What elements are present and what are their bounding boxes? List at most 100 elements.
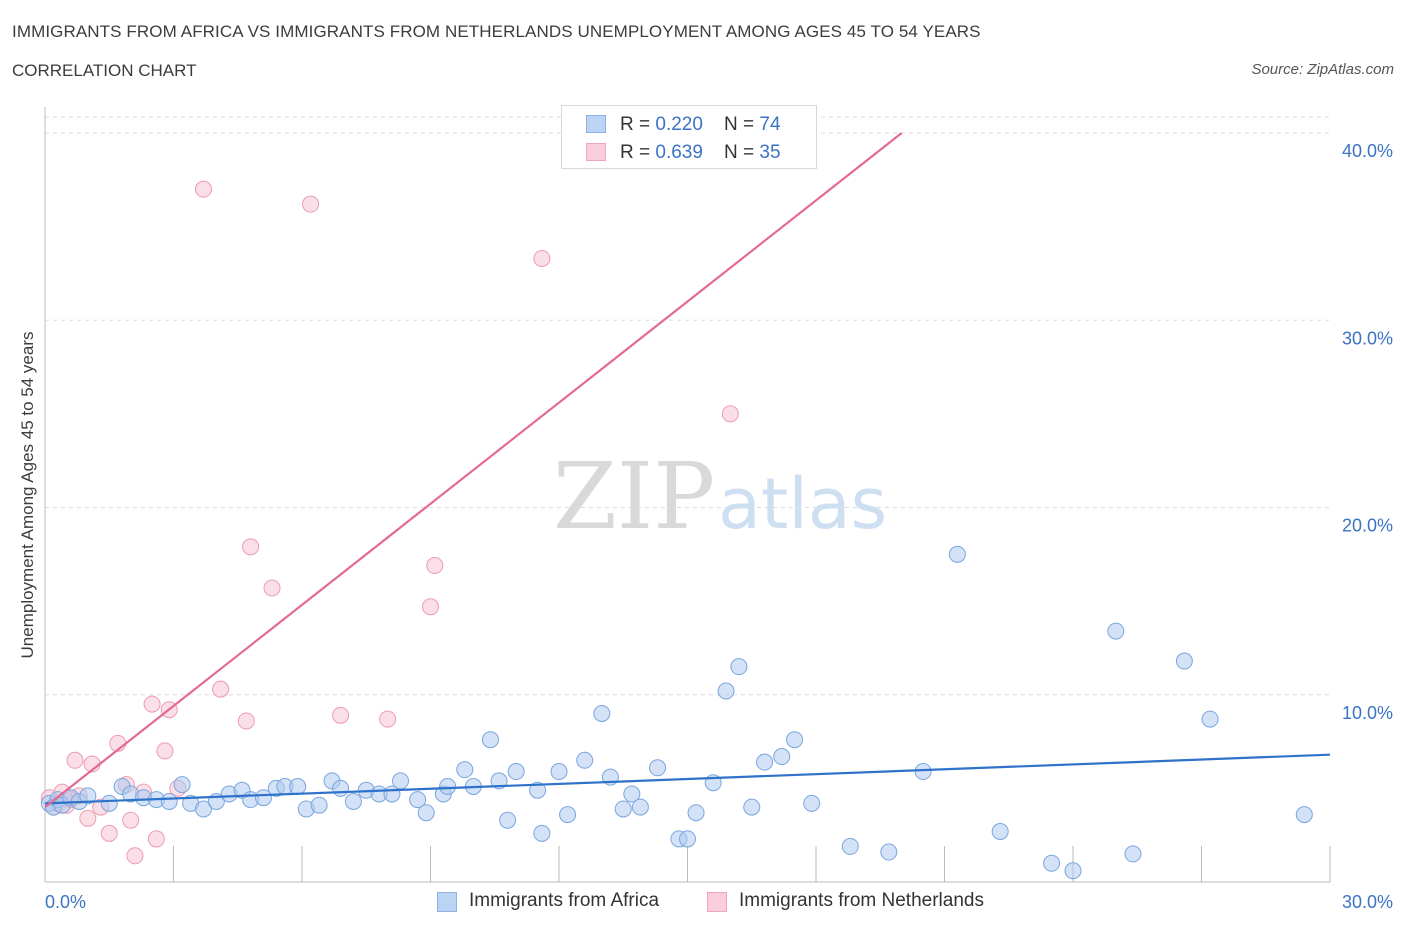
africa-point: [593, 704, 611, 722]
africa-point: [730, 658, 748, 676]
africa-point: [880, 843, 898, 861]
netherlands-point: [100, 824, 118, 842]
africa-point: [507, 763, 525, 781]
netherlands-point: [147, 830, 165, 848]
africa-n-label: N =: [724, 114, 760, 135]
africa-point: [614, 800, 632, 818]
africa-point: [79, 787, 97, 805]
netherlands-point: [237, 712, 255, 730]
africa-point: [289, 778, 307, 796]
africa-point: [948, 545, 966, 563]
bottom-africa-label: Immigrants from Africa: [469, 890, 660, 911]
africa-point: [803, 794, 821, 812]
trend-lines: [44, 132, 1331, 808]
africa-point: [490, 772, 508, 790]
netherlands-n-label: N =: [724, 142, 760, 163]
netherlands-point: [126, 847, 144, 865]
africa-point: [623, 785, 641, 803]
africa-point: [1043, 854, 1061, 872]
watermark-atlas: atlas: [718, 463, 887, 545]
africa-point: [1107, 622, 1125, 640]
bottom-africa-swatch: [437, 892, 457, 912]
africa-r-value: 0.220: [655, 114, 703, 135]
africa-point: [717, 682, 735, 700]
africa-point: [1201, 710, 1219, 728]
y-tick-label: 30.0%: [1342, 328, 1393, 348]
africa-point: [409, 791, 427, 809]
y-tick-label: 40.0%: [1342, 141, 1393, 161]
africa-point: [559, 806, 577, 824]
netherlands-point: [143, 695, 161, 713]
grid-lines: [45, 116, 1330, 696]
x-tick-label: 30.0%: [1342, 892, 1393, 912]
netherlands-point: [332, 706, 350, 724]
africa-point: [194, 800, 212, 818]
tick-labels: 10.0% 20.0% 30.0% 40.0% 0.0% 30.0%: [45, 141, 1393, 912]
africa-point: [649, 759, 667, 777]
netherlands-point: [212, 680, 230, 698]
netherlands-r-value: 0.639: [655, 142, 703, 163]
africa-point: [743, 798, 761, 816]
y-tick-label: 10.0%: [1342, 703, 1393, 723]
africa-r-label: R =: [620, 114, 656, 135]
africa-points: [40, 545, 1313, 880]
chart-title: IMMIGRANTS FROM AFRICA VS IMMIGRANTS FRO…: [12, 22, 981, 41]
netherlands-point: [426, 557, 444, 575]
africa-point: [439, 778, 457, 796]
netherlands-point: [721, 405, 739, 423]
africa-point: [481, 731, 499, 749]
bottom-netherlands-swatch: [707, 892, 727, 912]
netherlands-swatch: [586, 143, 606, 161]
netherlands-point: [379, 710, 397, 728]
watermark: ZIP atlas: [553, 443, 887, 550]
africa-trend-line: [44, 753, 1331, 805]
africa-swatch: [586, 115, 606, 133]
netherlands-point: [122, 811, 140, 829]
africa-point: [841, 837, 859, 855]
africa-point: [550, 763, 568, 781]
netherlands-point: [263, 579, 281, 597]
africa-point: [687, 804, 705, 822]
africa-point: [456, 761, 474, 779]
netherlands-point: [156, 742, 174, 760]
africa-n-value: 74: [759, 114, 781, 135]
africa-point: [254, 789, 272, 807]
netherlands-point: [533, 249, 551, 267]
africa-point: [100, 794, 118, 812]
africa-point: [773, 748, 791, 766]
netherlands-point: [79, 809, 97, 827]
netherlands-point: [194, 180, 212, 198]
africa-point: [1295, 806, 1313, 824]
netherlands-point: [422, 598, 439, 616]
africa-point: [786, 731, 804, 749]
africa-point: [576, 751, 594, 769]
africa-point: [499, 811, 517, 829]
africa-point: [1064, 862, 1082, 880]
y-axis-label: Unemployment Among Ages 45 to 54 years: [18, 331, 37, 659]
africa-point: [631, 798, 649, 816]
africa-point: [533, 824, 551, 842]
netherlands-trend-line: [44, 132, 903, 808]
africa-point: [756, 753, 774, 771]
axes: [44, 107, 1331, 883]
netherlands-r-label: R =: [620, 142, 656, 163]
source-credit: Source: ZipAtlas.com: [1251, 61, 1394, 78]
africa-point: [1175, 652, 1193, 670]
watermark-zip: ZIP: [553, 443, 715, 550]
bottom-netherlands-label: Immigrants from Netherlands: [739, 890, 984, 911]
netherlands-point: [66, 751, 84, 769]
netherlands-point: [242, 538, 260, 556]
x-tick-label: 0.0%: [45, 892, 86, 912]
netherlands-point: [302, 195, 320, 213]
chart-subtitle: CORRELATION CHART: [12, 61, 197, 80]
africa-point: [344, 792, 362, 810]
africa-point: [310, 796, 328, 814]
y-tick-label: 20.0%: [1342, 516, 1393, 536]
africa-point: [160, 792, 178, 810]
africa-point: [173, 776, 191, 794]
africa-point: [1124, 845, 1142, 863]
africa-point: [417, 804, 435, 822]
africa-point: [392, 772, 410, 790]
netherlands-n-value: 35: [759, 142, 781, 163]
